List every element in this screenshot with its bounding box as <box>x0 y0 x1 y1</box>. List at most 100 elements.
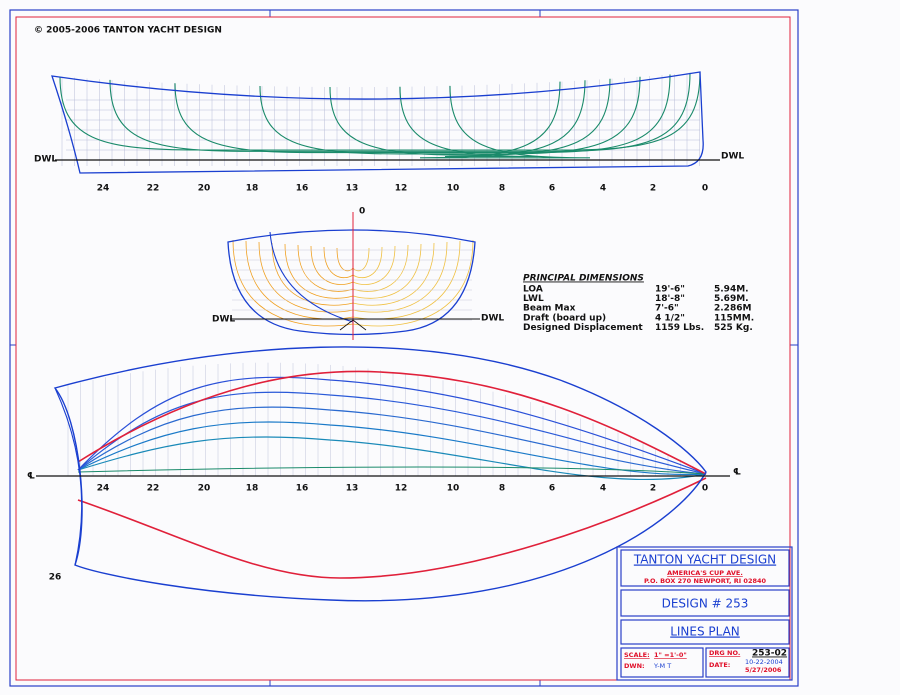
drawn-label: DWN: <box>624 662 645 670</box>
title-block <box>616 546 793 681</box>
plan-waterline <box>77 406 707 475</box>
plan-outline <box>53 346 707 602</box>
station-label: 6 <box>549 484 555 494</box>
dimension-cell: Draft (board up) <box>523 313 606 323</box>
drawn-by: Y-M T <box>653 662 671 670</box>
body-centerline-label: 0 <box>359 207 365 217</box>
transom-station-label: 26 <box>49 573 62 583</box>
buttock-line <box>109 72 691 152</box>
station-label: 10 <box>447 484 460 494</box>
dwl-label: DWL <box>721 152 744 162</box>
centerline-symbol: ℄ <box>27 472 35 482</box>
centerline-symbol: ℄ <box>733 468 741 478</box>
dwl-label: DWL <box>481 314 504 324</box>
border-ticks <box>10 10 798 686</box>
station-label: 13 <box>346 484 359 494</box>
station-label: 16 <box>296 184 309 194</box>
body-section <box>310 245 354 285</box>
drawing-no: 253-02 <box>752 649 787 659</box>
body-section <box>258 241 354 313</box>
dimension-cell: 18'-8" <box>655 294 685 304</box>
station-label: 18 <box>246 184 259 194</box>
station-label: 0 <box>702 484 708 494</box>
dimension-cell: 5.94M. <box>714 285 749 295</box>
body-section <box>232 239 354 327</box>
dimension-cell: 525 Kg. <box>714 323 753 333</box>
body-midsection <box>269 231 354 323</box>
station-label: 8 <box>499 484 505 494</box>
dimension-cell: 115MM. <box>714 313 754 323</box>
station-label: 20 <box>198 484 211 494</box>
station-label: 12 <box>395 184 408 194</box>
copyright: © 2005-2006 TANTON YACHT DESIGN <box>34 26 222 36</box>
body-section <box>352 239 474 327</box>
station-label: 16 <box>296 484 309 494</box>
body-section <box>352 245 396 285</box>
plan-waterline <box>77 376 707 475</box>
station-label: 24 <box>97 484 110 494</box>
date: 10-22-2004 <box>745 658 783 666</box>
buttock-line <box>259 76 641 155</box>
dimension-cell: 7'-6" <box>655 304 679 314</box>
station-label: 18 <box>246 484 259 494</box>
sheet-title: LINES PLAN <box>670 625 740 639</box>
body-section <box>284 243 354 299</box>
plan-waterline <box>77 436 707 481</box>
body-outline <box>227 229 476 336</box>
dwl-label: DWL <box>212 315 235 325</box>
station-label: 20 <box>198 184 211 194</box>
plan-sheer <box>77 370 707 475</box>
keel-vee <box>339 319 367 331</box>
station-label: 24 <box>97 184 110 194</box>
outer-border <box>9 9 799 687</box>
buttock-line <box>419 81 591 159</box>
profile-outline <box>51 71 704 174</box>
station-label: 2 <box>650 184 656 194</box>
plan-dwl <box>77 466 707 475</box>
inner-border <box>15 16 791 681</box>
station-label: 4 <box>600 484 606 494</box>
address-line: AMERICA'S CUP AVE. <box>667 569 743 577</box>
station-label: 4 <box>600 184 606 194</box>
body-section <box>297 244 354 292</box>
plan-chine <box>77 477 707 579</box>
scale-label: SCALE: <box>624 651 650 659</box>
body-section <box>352 244 409 292</box>
dimension-cell: LOA <box>523 285 543 295</box>
dimension-cell: 4 1/2" <box>655 313 685 323</box>
dimension-cell: Designed Displacement <box>523 323 643 333</box>
buttock-line <box>399 80 586 158</box>
body-section <box>352 246 383 279</box>
body-section <box>352 243 422 299</box>
scale: 1" =1'-0" <box>654 651 687 659</box>
dimension-cell: Beam Max <box>523 304 576 314</box>
station-label: 2 <box>650 484 656 494</box>
dwl-label: DWL <box>34 155 57 165</box>
body-section <box>352 241 448 313</box>
dimension-cell: 1159 Lbs. <box>655 323 704 333</box>
body-section <box>271 242 354 306</box>
buttock-line <box>59 71 701 151</box>
design-number: DESIGN # 253 <box>662 597 749 611</box>
body-section <box>323 246 354 279</box>
body-section <box>336 247 354 272</box>
station-label: 22 <box>147 184 160 194</box>
drawing-no-label: DRG NO. <box>709 649 740 657</box>
dimension-cell: LWL <box>523 294 544 304</box>
dimension-cell: 19'-6" <box>655 285 685 295</box>
station-label: 10 <box>447 184 460 194</box>
dimension-cell: 5.69M. <box>714 294 749 304</box>
buttock-line <box>174 74 671 154</box>
plan-waterline <box>77 391 707 475</box>
date-label: DATE: <box>709 661 730 669</box>
station-label: 12 <box>395 484 408 494</box>
firm-name: TANTON YACHT DESIGN <box>633 553 776 567</box>
body-section <box>352 247 370 272</box>
plan-waterline <box>77 421 707 476</box>
station-label: 6 <box>549 184 555 194</box>
station-label: 13 <box>346 184 359 194</box>
station-label: 22 <box>147 484 160 494</box>
station-label: 8 <box>499 184 505 194</box>
dimension-cell: 2.286M <box>714 304 751 314</box>
